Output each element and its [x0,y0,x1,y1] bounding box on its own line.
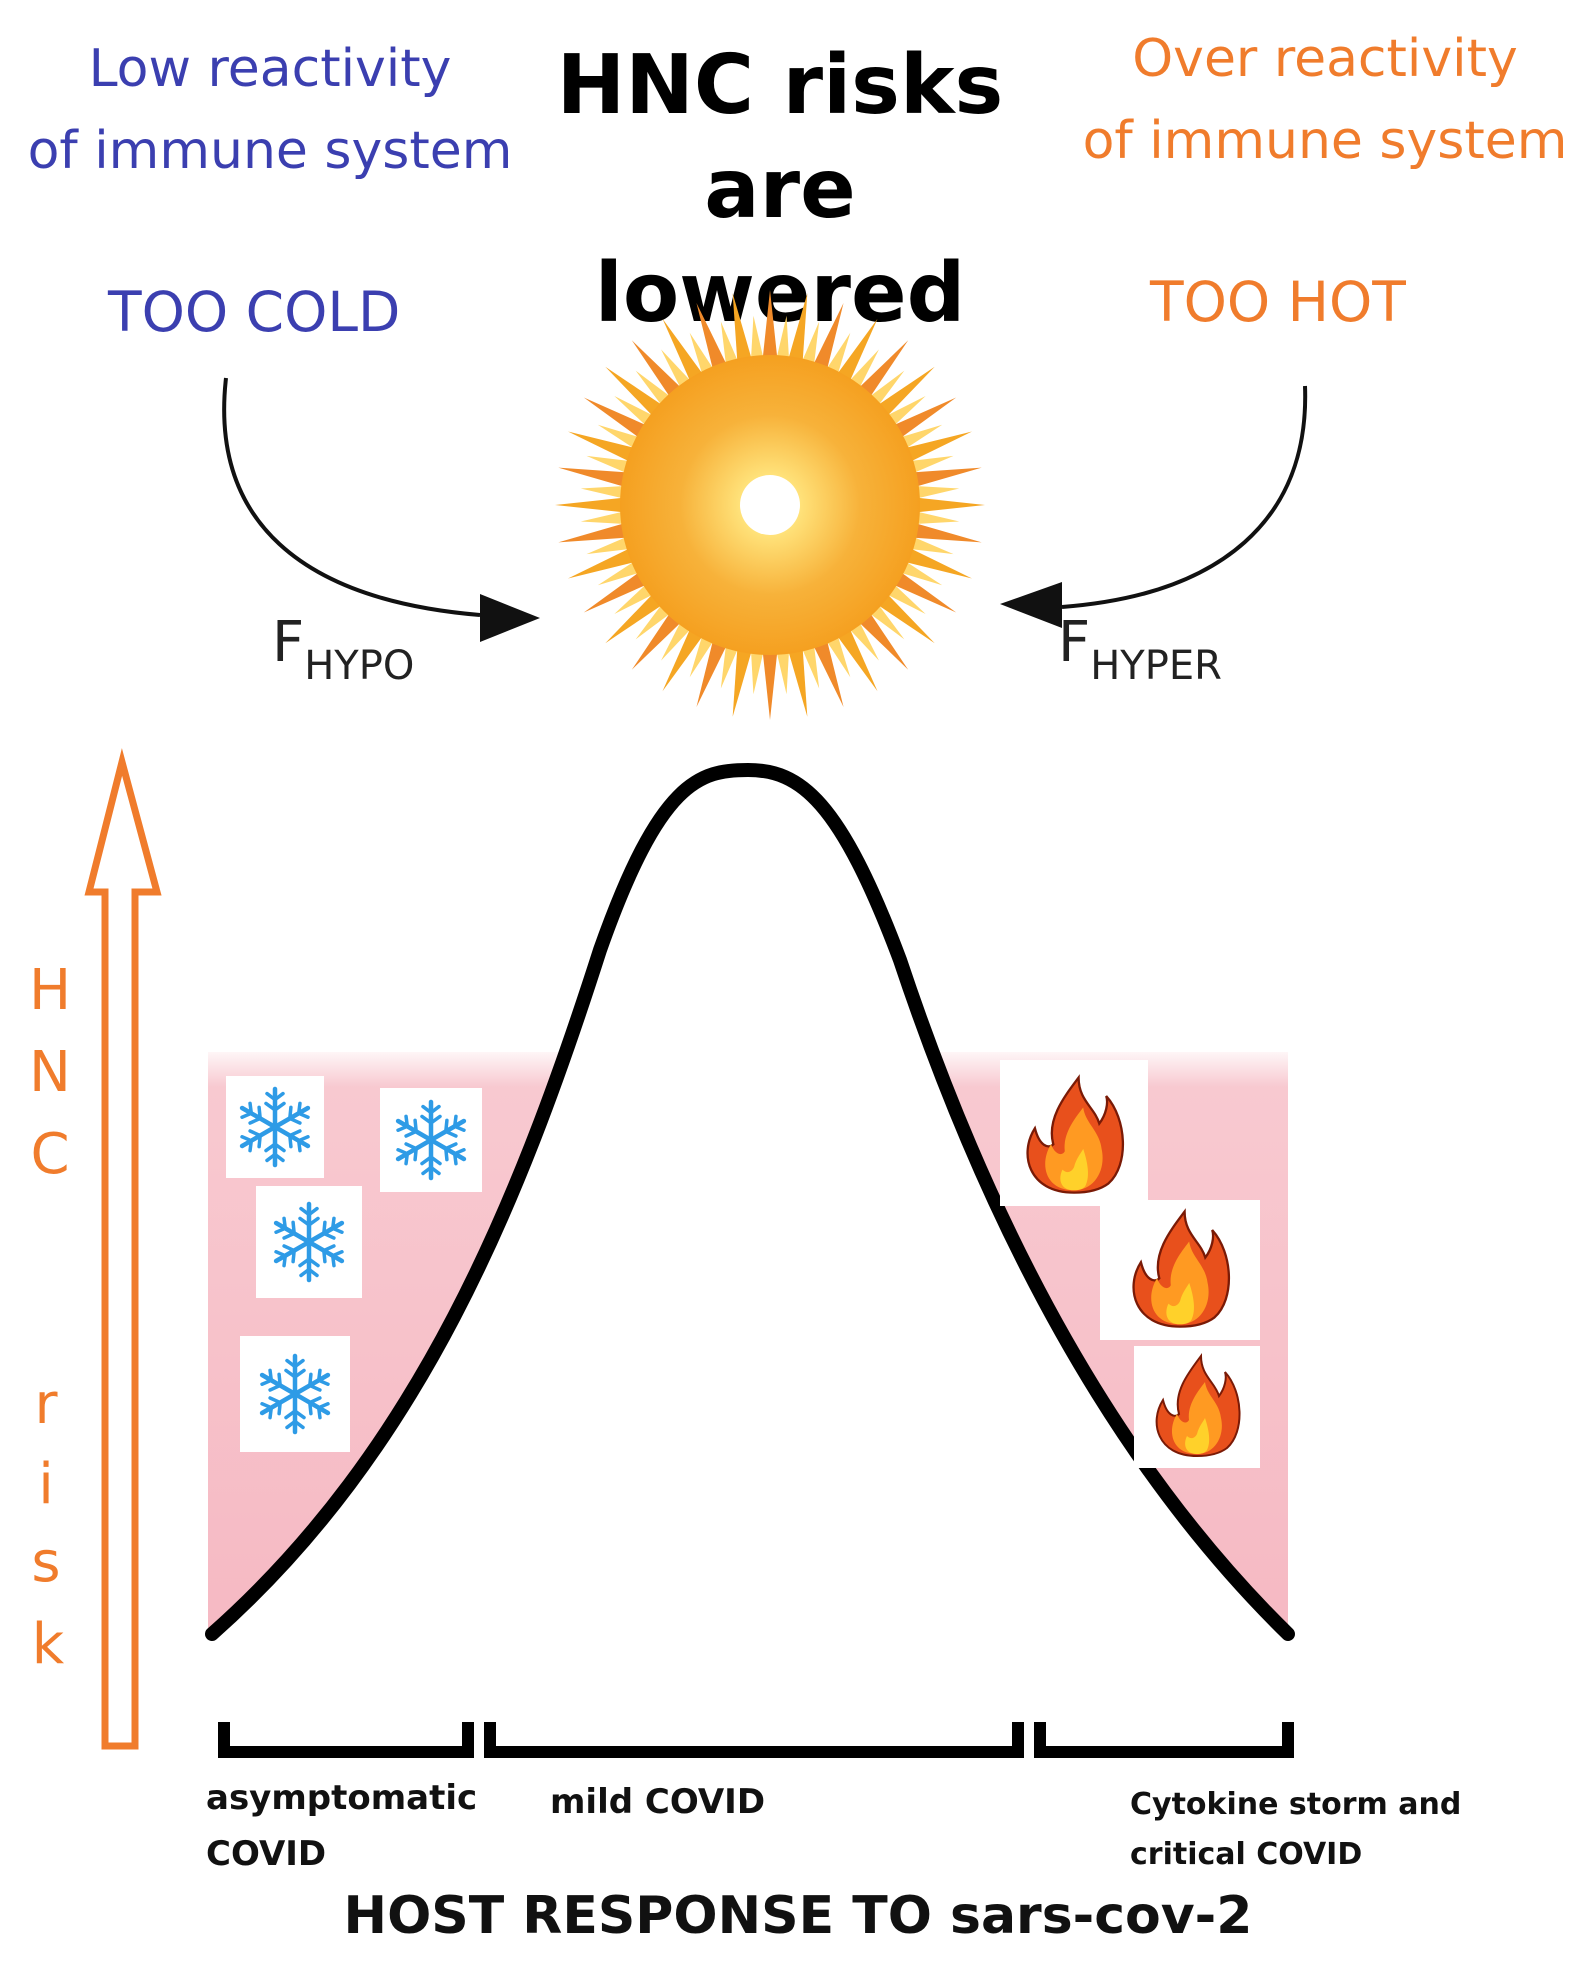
fire-tile-3 [1134,1346,1260,1468]
axis-letter-n: N [29,1040,71,1105]
axis-letter-c: C [30,1122,70,1187]
label-critical-line2: critical COVID [1130,1837,1363,1872]
over-reactivity-label: Over reactivity of immune system [1060,18,1590,182]
fire-icon [1132,1208,1231,1328]
fire-tile-2 [1100,1200,1260,1340]
arrow-hypo [222,377,481,617]
bracket-asymptomatic [218,1722,474,1758]
snowflake-icon [273,1201,345,1283]
center-title-line1: HNC risks [556,38,1004,133]
fire-icon [1155,1353,1241,1458]
force-hyper-label: FHYPER [1058,610,1222,689]
axis-letter-r: r [34,1372,58,1437]
force-hyper-sub: HYPER [1090,643,1222,689]
snowflake-tile-2 [380,1088,482,1192]
force-hypo-main: F [272,610,305,675]
snowflake-tile-4 [240,1336,350,1452]
footer-title: HOST RESPONSE TO sars-cov-2 [343,1886,1253,1946]
sun-icon [555,290,985,720]
low-reactivity-line2: of immune system [27,121,513,181]
axis-letter-h: H [28,958,72,1023]
snowflake-icon [259,1353,331,1435]
arrow-hyper-head [1000,582,1062,628]
label-mild: mild COVID [550,1782,766,1822]
snowflake-tile-1 [226,1076,324,1178]
fire-icon [1026,1074,1125,1194]
too-cold-label: TOO COLD [108,280,401,344]
over-reactivity-line2: of immune system [1082,111,1568,171]
bell-fill [208,770,1290,1636]
snowflake-tile-3 [256,1186,362,1298]
over-reactivity-line1: Over reactivity [1132,29,1518,89]
arrow-hyper [1061,385,1308,609]
snowflake-icon [239,1086,311,1168]
arrow-hypo-head [480,594,540,642]
label-asymptomatic-line2: COVID [206,1834,327,1874]
axis-letter-k: k [31,1612,65,1677]
bracket-critical [1034,1722,1294,1758]
fire-tile-1 [1000,1060,1148,1206]
center-title-line2: are lowered [594,142,966,341]
label-asymptomatic: asymptomatic COVID [206,1770,477,1882]
bell-curve [205,762,1295,1641]
too-hot-label: TOO HOT [1150,270,1406,334]
label-critical-line1: Cytokine storm and [1130,1787,1462,1822]
low-reactivity-line1: Low reactivity [88,39,452,99]
low-reactivity-label: Low reactivity of immune system [0,28,540,192]
center-title: HNC risks are lowered [520,34,1040,346]
snowflake-icon [395,1099,467,1181]
axis-letter-i: i [38,1452,54,1517]
force-hypo-label: FHYPO [272,610,414,689]
label-critical: Cytokine storm and critical COVID [1130,1780,1461,1880]
bracket-mild [484,1722,1024,1758]
force-hypo-sub: HYPO [304,643,415,689]
hnc-risk-arrow [84,748,162,1750]
force-hyper-main: F [1058,610,1091,675]
label-asymptomatic-line1: asymptomatic [206,1778,478,1818]
axis-letter-s: s [31,1530,61,1595]
